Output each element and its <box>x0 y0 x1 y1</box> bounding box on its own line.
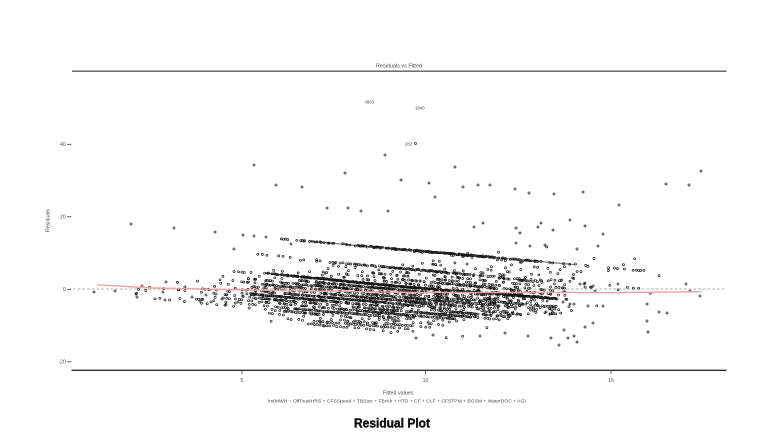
svg-text:40: 40 <box>60 142 66 148</box>
svg-text:0: 0 <box>63 287 66 293</box>
svg-text:15: 15 <box>608 378 614 384</box>
svg-text:282: 282 <box>405 141 413 146</box>
svg-text:-20: -20 <box>58 360 66 366</box>
svg-text:Fitted values: Fitted values <box>383 390 414 396</box>
svg-text:4963: 4963 <box>364 99 374 104</box>
svg-text:1840: 1840 <box>415 105 425 110</box>
svg-text:5: 5 <box>241 378 244 384</box>
svg-text:Residual Plot: Residual Plot <box>354 416 431 431</box>
svg-text:Residuals vs Fitted: Residuals vs Fitted <box>376 63 422 69</box>
svg-text:lm(MWH ~ OffPeakHRS + CFSSpeed: lm(MWH ~ OffPeakHRS + CFSSpeed + TBSize … <box>268 399 526 404</box>
svg-text:20: 20 <box>60 215 66 221</box>
svg-text:10: 10 <box>423 378 429 384</box>
svg-text:Residuals: Residuals <box>46 209 52 232</box>
